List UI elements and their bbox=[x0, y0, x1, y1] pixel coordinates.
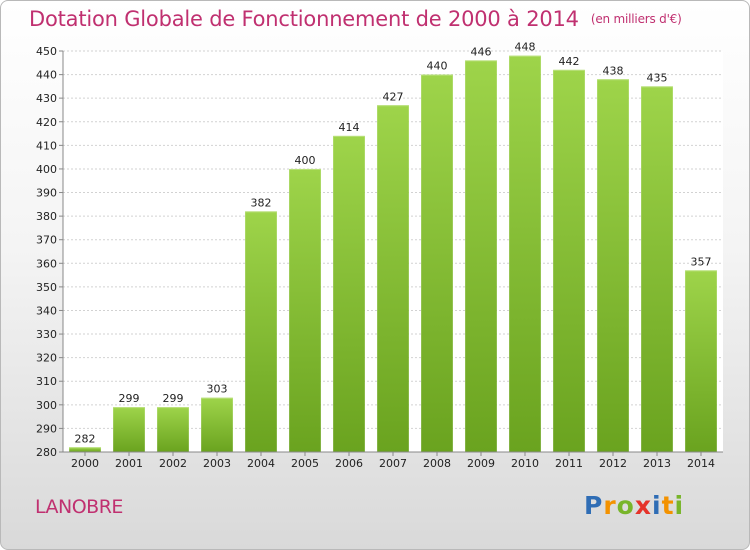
logo-letter: r bbox=[603, 491, 617, 520]
bar-2012 bbox=[597, 79, 629, 453]
logo-letter: x bbox=[634, 491, 652, 520]
x-tick-label-2013: 2013 bbox=[643, 457, 671, 470]
value-label-2005: 400 bbox=[295, 154, 316, 167]
value-label-2006: 414 bbox=[339, 121, 360, 134]
y-axis: 280 290 300 310 320 330 340 350 360 370 380 390 400 4… bbox=[36, 45, 64, 459]
value-label-2003: 303 bbox=[207, 383, 228, 396]
chart-title: Dotation Globale de Fonctionnement de 20… bbox=[29, 7, 682, 31]
y-tick-label: 440 bbox=[36, 69, 57, 82]
value-label-2010: 448 bbox=[515, 41, 536, 54]
x-tick-label-2002: 2002 bbox=[159, 457, 187, 470]
logo-letter: i bbox=[652, 491, 662, 520]
y-tick-label: 360 bbox=[36, 257, 57, 270]
y-tick-label: 410 bbox=[36, 139, 57, 152]
value-label-2014: 357 bbox=[691, 255, 712, 268]
y-tick-label: 290 bbox=[36, 422, 57, 435]
commune-name: LANOBRE bbox=[35, 496, 123, 518]
x-axis: 2000 2001 2002 2003 2004 2005 2006 2007 2008 2009… bbox=[63, 451, 723, 470]
value-label-2007: 427 bbox=[383, 90, 404, 103]
bar-2010 bbox=[509, 55, 541, 452]
x-tick-label-2005: 2005 bbox=[291, 457, 319, 470]
y-tick-label: 370 bbox=[36, 234, 57, 247]
value-label-2008: 440 bbox=[427, 60, 448, 73]
y-tick-label: 350 bbox=[36, 281, 57, 294]
bar-2009 bbox=[465, 60, 497, 452]
bar-2002 bbox=[157, 407, 189, 452]
x-tick-label-2009: 2009 bbox=[467, 457, 495, 470]
bar-2005 bbox=[289, 168, 321, 453]
y-tick-label: 300 bbox=[36, 399, 57, 412]
x-tick-label-2007: 2007 bbox=[379, 457, 407, 470]
value-label-2004: 382 bbox=[251, 196, 272, 209]
y-tick-label: 320 bbox=[36, 352, 57, 365]
chart-title-text: Dotation Globale de Fonctionnement de 20… bbox=[29, 7, 579, 31]
y-tick-label: 340 bbox=[36, 304, 57, 317]
y-tick-label: 450 bbox=[36, 45, 57, 58]
x-tick-label-2003: 2003 bbox=[203, 457, 231, 470]
y-tick-label: 310 bbox=[36, 375, 57, 388]
value-label-2011: 442 bbox=[559, 55, 580, 68]
proxiti-logo[interactable]: Proxiti bbox=[584, 491, 684, 520]
bar-2014 bbox=[685, 270, 717, 452]
value-label-2001: 299 bbox=[119, 392, 140, 405]
x-tick-label-2011: 2011 bbox=[555, 457, 583, 470]
value-label-2009: 446 bbox=[471, 45, 492, 58]
bars: 282 299 299 303 382 400 414 427 440 446 448 442 438 4… bbox=[69, 41, 717, 453]
logo-letter: t bbox=[661, 491, 675, 520]
y-tick-label: 390 bbox=[36, 187, 57, 200]
x-tick-label-2000: 2000 bbox=[71, 457, 99, 470]
value-label-2000: 282 bbox=[75, 432, 96, 445]
x-tick-label-2001: 2001 bbox=[115, 457, 143, 470]
bar-2006 bbox=[333, 135, 365, 452]
value-label-2012: 438 bbox=[603, 64, 624, 77]
y-tick-label: 430 bbox=[36, 92, 57, 105]
bar-2008 bbox=[421, 74, 453, 453]
logo-letter: o bbox=[616, 491, 635, 520]
y-tick-label: 400 bbox=[36, 163, 57, 176]
x-tick-label-2004: 2004 bbox=[247, 457, 275, 470]
y-tick-label: 280 bbox=[36, 446, 57, 459]
bar-2011 bbox=[553, 69, 585, 452]
x-tick-label-2008: 2008 bbox=[423, 457, 451, 470]
x-tick-label-2010: 2010 bbox=[511, 457, 539, 470]
bar-2007 bbox=[377, 105, 409, 453]
y-tick-label: 420 bbox=[36, 116, 57, 129]
y-tick-label: 330 bbox=[36, 328, 57, 341]
value-label-2013: 435 bbox=[647, 71, 668, 84]
y-tick-label: 380 bbox=[36, 210, 57, 223]
x-tick-label-2012: 2012 bbox=[599, 457, 627, 470]
logo-letter: i bbox=[674, 491, 685, 520]
value-label-2002: 299 bbox=[163, 392, 184, 405]
chart-subtitle: (en milliers d'€) bbox=[590, 12, 682, 26]
bar-2000 bbox=[69, 447, 101, 452]
bar-2004 bbox=[245, 211, 277, 452]
bar-2001 bbox=[113, 407, 145, 452]
bar-2003 bbox=[201, 397, 233, 452]
bar-2013 bbox=[641, 86, 673, 452]
logo-letter: P bbox=[584, 491, 604, 520]
x-tick-label-2006: 2006 bbox=[335, 457, 363, 470]
x-tick-label-2014: 2014 bbox=[687, 457, 715, 470]
